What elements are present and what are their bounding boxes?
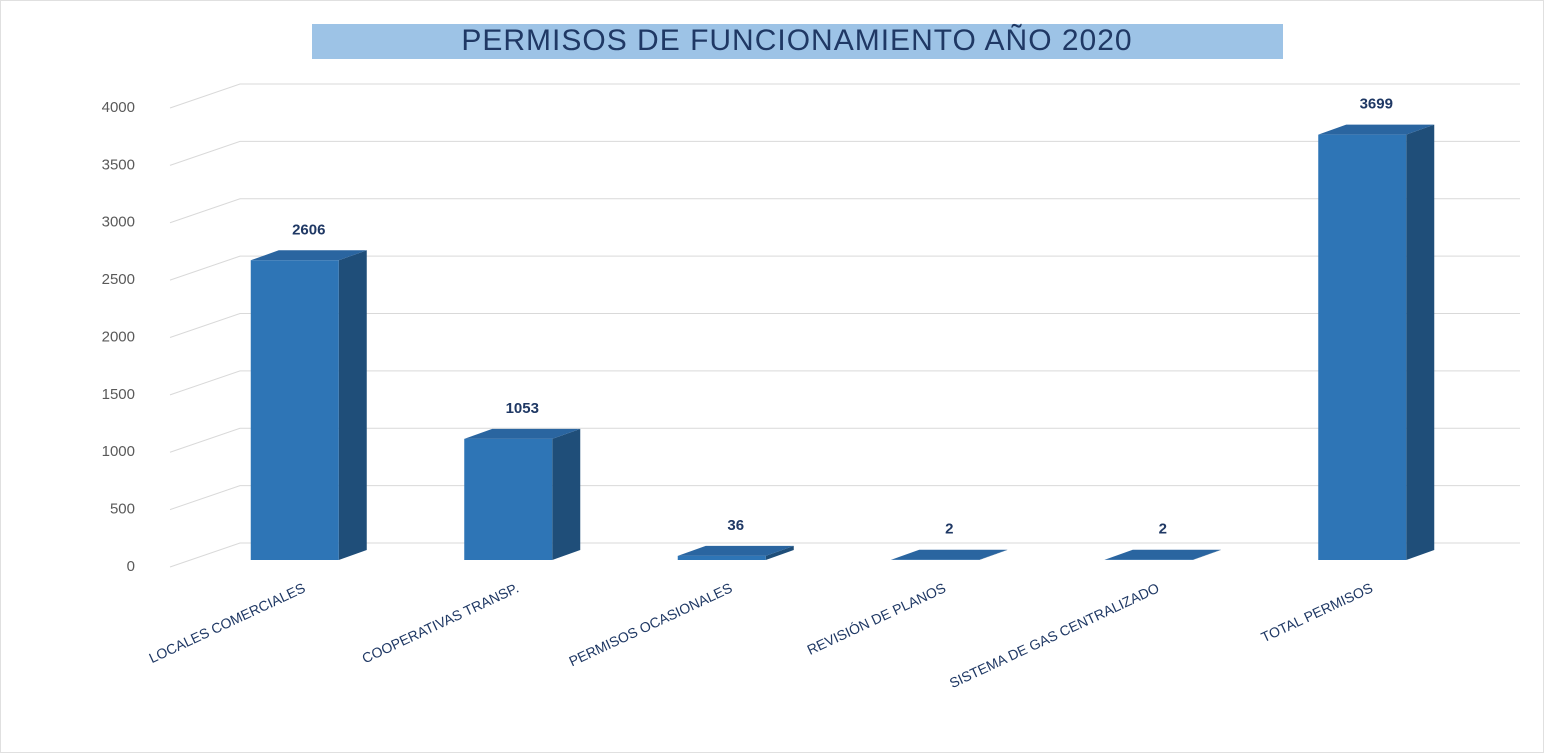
- value-label: 36: [727, 517, 744, 534]
- bar-front: [1318, 134, 1407, 561]
- value-label: 3699: [1360, 96, 1393, 113]
- y-tick-label: 3000: [102, 214, 135, 231]
- bar-top: [464, 428, 581, 439]
- y-tick-label: 500: [110, 501, 135, 518]
- title-box: [312, 24, 1283, 59]
- grid-line: [169, 198, 1520, 224]
- grid-line: [169, 83, 1520, 109]
- bar-top: [1318, 124, 1435, 135]
- grid-line: [169, 140, 1520, 166]
- value-label: 2: [945, 521, 953, 538]
- bar-front: [464, 438, 553, 560]
- y-tick-label: 2000: [102, 328, 135, 345]
- grid-line: [169, 255, 1520, 281]
- bar: [1104, 549, 1221, 560]
- bar-top: [677, 545, 794, 556]
- bar: [891, 549, 1008, 560]
- bar-side: [1192, 549, 1221, 560]
- value-label: 2606: [292, 221, 325, 238]
- bar-side: [979, 549, 1008, 560]
- bar-top: [891, 549, 1008, 560]
- bar: [1318, 124, 1435, 561]
- bar-side: [1406, 124, 1435, 561]
- grid-line: [169, 313, 1520, 338]
- y-tick-label: 3500: [102, 156, 135, 173]
- bar-top: [250, 250, 367, 261]
- bar-side: [552, 428, 581, 560]
- grid-line: [169, 485, 1520, 511]
- y-tick-label: 4000: [102, 99, 135, 116]
- bar-side: [765, 545, 794, 560]
- bar: [250, 250, 367, 560]
- bar: [677, 545, 794, 560]
- bar-front: [677, 555, 766, 560]
- y-tick-label: 1500: [102, 386, 135, 403]
- grid-line: [169, 370, 1520, 396]
- bar-top: [1104, 549, 1221, 560]
- value-label: 1053: [506, 400, 539, 417]
- chart-title: PERMISOS DE FUNCIONAMIENTO AÑO 2020: [461, 23, 1132, 57]
- y-tick-label: 1000: [102, 443, 135, 460]
- grid-line: [169, 542, 1520, 568]
- bar-side: [338, 250, 367, 560]
- value-label: 2: [1159, 521, 1167, 538]
- y-tick-label: 2500: [102, 271, 135, 288]
- bar-front: [250, 260, 339, 560]
- y-tick-label: 0: [127, 558, 135, 575]
- grid-line: [169, 427, 1520, 453]
- bar: [464, 428, 581, 560]
